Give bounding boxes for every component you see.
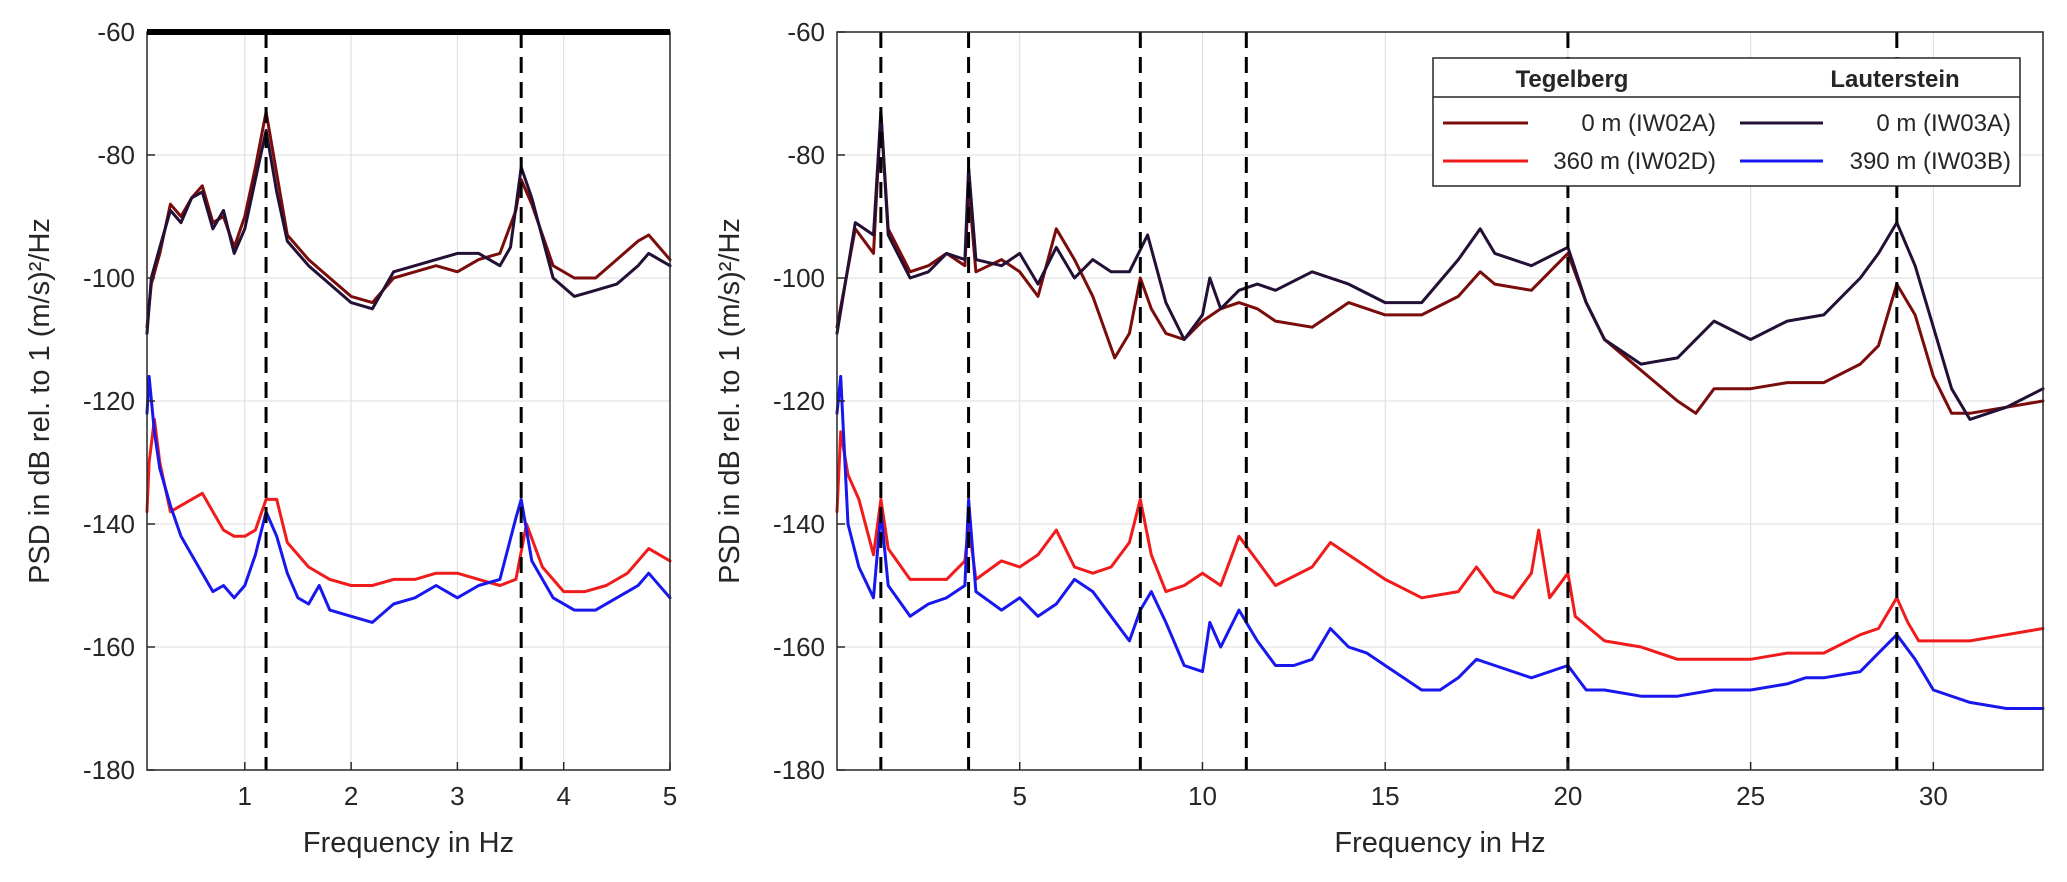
x-axis-title: Frequency in Hz <box>1334 827 1545 859</box>
series-line-IW02A <box>145 110 672 329</box>
y-tick-label: -180 <box>83 755 135 785</box>
y-tick-label: -60 <box>97 17 135 47</box>
legend-header-tegelberg: Tegelberg <box>1516 66 1629 93</box>
legend: Tegelberg Lauterstein 0 m (IW02A) 0 m (IW03… <box>1432 57 2021 187</box>
y-tick-label: -100 <box>773 263 825 293</box>
legend-header-lauterstein: Lauterstein <box>1830 66 1959 93</box>
x-tick-label: 5 <box>663 781 677 811</box>
series-line-IW03B <box>835 374 2045 710</box>
y-tick-label: -80 <box>787 140 825 170</box>
legend-label-IW02A: 0 m (IW02A) <box>1581 110 1716 137</box>
series-line-IW02D <box>145 417 672 594</box>
x-axis-title: Frequency in Hz <box>303 827 514 859</box>
y-tick-label: -120 <box>83 386 135 416</box>
y-tick-label: -120 <box>773 386 825 416</box>
y-tick-label: -60 <box>787 17 825 47</box>
series-line-IW02D <box>835 430 2045 661</box>
x-tick-label: 20 <box>1553 781 1582 811</box>
x-tick-label: 4 <box>556 781 570 811</box>
y-tick-label: -140 <box>773 509 825 539</box>
x-tick-label: 2 <box>344 781 358 811</box>
legend-label-IW02D: 360 m (IW02D) <box>1553 148 1716 175</box>
y-axis-title: PSD in dB rel. to 1 (m/s)²/Hz <box>24 218 56 584</box>
x-tick-label: 5 <box>1012 781 1026 811</box>
x-tick-label: 30 <box>1919 781 1948 811</box>
x-tick-label: 25 <box>1736 781 1765 811</box>
y-tick-label: -180 <box>773 755 825 785</box>
y-tick-label: -160 <box>83 632 135 662</box>
legend-label-IW03A: 0 m (IW03A) <box>1876 110 2011 137</box>
x-tick-label: 15 <box>1371 781 1400 811</box>
x-tick-label: 10 <box>1188 781 1217 811</box>
y-axis-title: PSD in dB rel. to 1 (m/s)²/Hz <box>714 218 746 584</box>
x-tick-label: 1 <box>238 781 252 811</box>
y-tick-label: -100 <box>83 263 135 293</box>
series-line-IW03B <box>145 374 672 624</box>
right-panel: 5 10 15 20 25 30 -180 -160 -140 -120 -100 -80 -60 Fre… <box>714 17 2045 859</box>
legend-label-IW03B: 390 m (IW03B) <box>1850 148 2011 175</box>
y-tick-label: -140 <box>83 509 135 539</box>
y-tick-label: -80 <box>97 140 135 170</box>
series-line-IW03A <box>145 128 672 335</box>
y-tick-label: -160 <box>773 632 825 662</box>
x-tick-label: 3 <box>450 781 464 811</box>
left-panel: 1 2 3 4 5 -180 -160 -140 -120 -100 -80 -60 Frequency… <box>24 17 677 859</box>
legend-box <box>1432 57 2021 187</box>
